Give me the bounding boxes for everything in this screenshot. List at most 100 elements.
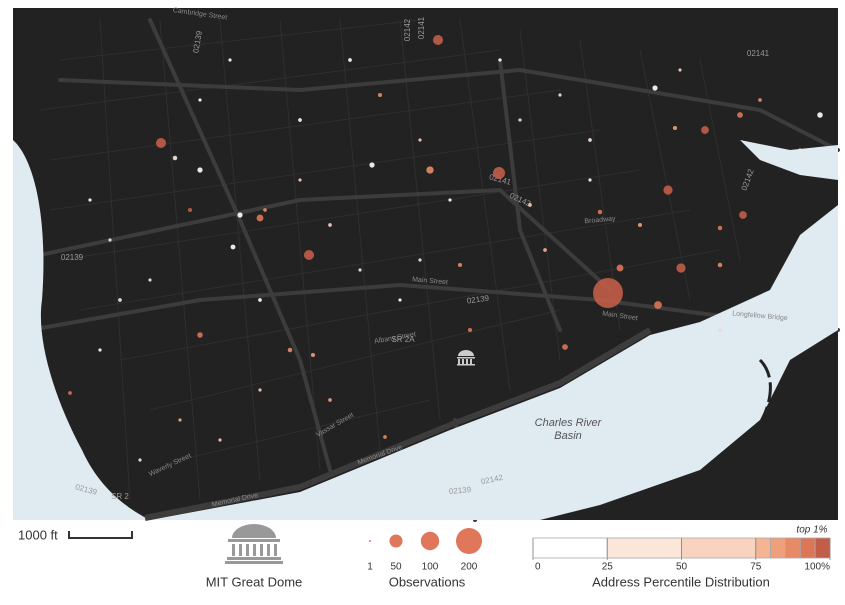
observation-point: [457, 262, 463, 268]
color-legend-cell: [532, 537, 608, 559]
color-legend-cell: [755, 537, 772, 559]
size-legend-circle: [389, 534, 403, 548]
map-label: 02139: [191, 30, 204, 54]
dock: [738, 358, 772, 452]
observation-point: [88, 198, 92, 202]
observation-point: [197, 167, 203, 173]
map-label: Main Street: [602, 310, 638, 322]
observation-point: [258, 388, 262, 392]
observation-point: [98, 348, 102, 352]
observation-point: [663, 185, 673, 195]
observation-point: [228, 58, 232, 62]
observation-point: [718, 328, 722, 332]
observation-point: [258, 298, 262, 302]
observation-point: [426, 166, 434, 174]
observation-point: [432, 34, 444, 46]
observation-point: [637, 222, 643, 228]
observation-point: [817, 112, 823, 118]
observation-point: [418, 258, 422, 262]
observation-point: [178, 418, 182, 422]
observation-point: [588, 178, 592, 182]
map-label: Broadway: [584, 215, 616, 225]
color-legend-cell: [681, 537, 757, 559]
observation-point: [543, 248, 547, 252]
observation-point: [448, 198, 452, 202]
size-legend-circle: [420, 531, 440, 551]
map-label: SR 2: [111, 492, 129, 501]
map-label: 02141: [417, 16, 426, 39]
observation-point: [328, 223, 332, 227]
observation-point: [287, 347, 293, 353]
color-legend-cell: [770, 537, 786, 559]
size-legend-title: Observations: [389, 574, 466, 589]
observation-point: [118, 298, 122, 302]
dome-marker: [457, 350, 475, 366]
memorial-drive: [144, 327, 652, 521]
observation-point: [676, 263, 686, 273]
observation-point: [616, 264, 624, 272]
observation-point: [237, 212, 243, 218]
landmark-label: MIT Great Dome: [206, 574, 303, 589]
map-label: 02141: [747, 49, 770, 58]
observation-point: [652, 85, 658, 91]
river: [13, 140, 150, 520]
color-legend-label: 0: [535, 562, 541, 573]
observation-point: [298, 118, 302, 122]
scale-bar-label: 1000 ft: [18, 527, 58, 542]
legend: 1000 ft MIT Great Dome Observations Addr…: [18, 524, 828, 589]
observation-point: [492, 166, 506, 180]
observation-point: [701, 126, 709, 134]
observation-point: [418, 138, 422, 142]
observation-point: [369, 162, 375, 168]
observation-point: [230, 244, 236, 250]
observation-point: [148, 278, 152, 282]
size-legend-circle: [456, 528, 482, 554]
water: [740, 140, 838, 180]
basin: [150, 205, 838, 520]
observation-point: [717, 225, 723, 231]
observation-point: [155, 137, 167, 149]
observation-point: [798, 148, 802, 152]
size-legend-label: 100: [422, 562, 439, 573]
color-legend-title: Address Percentile Distribution: [592, 574, 770, 589]
observation-points: [68, 34, 823, 462]
color-legend-label: 25: [602, 562, 614, 573]
map-label: Main Street: [412, 276, 448, 286]
color-legend-cell: [814, 537, 831, 559]
observation-point: [348, 58, 352, 62]
map-label: 02139: [61, 253, 84, 262]
size-legend-label: 50: [390, 562, 402, 573]
observation-point: [256, 214, 264, 222]
observation-point: [138, 458, 142, 462]
observation-point: [654, 301, 662, 309]
dome-icon: [225, 524, 283, 564]
map-label: 02139: [448, 485, 471, 496]
observation-point: [467, 327, 473, 333]
color-legend-label: 75: [750, 562, 762, 573]
observation-point: [298, 178, 302, 182]
observation-point: [68, 391, 72, 395]
observation-point: [593, 278, 623, 308]
size-legend-label: 200: [461, 562, 478, 573]
scale-bar: [68, 531, 133, 539]
observation-point: [498, 58, 502, 62]
observation-point: [528, 203, 532, 207]
observation-point: [310, 352, 316, 358]
map-label: Longfellow Bridge: [732, 310, 788, 322]
observation-point: [197, 332, 203, 338]
major-roads: [28, 18, 840, 522]
basemap: Charles River Basin: [13, 8, 840, 522]
size-legend-circle: [369, 540, 371, 542]
color-legend-cell: [785, 537, 801, 559]
observation-point: [737, 112, 743, 118]
map-label: 02139: [466, 294, 490, 306]
observation-point: [739, 211, 747, 219]
observation-point: [558, 93, 562, 97]
size-legend-label: 1: [367, 562, 373, 573]
observation-point: [303, 249, 315, 261]
observation-point: [328, 398, 332, 402]
street-grid: [39, 19, 741, 501]
observation-point: [588, 138, 592, 142]
observation-point: [678, 68, 682, 72]
